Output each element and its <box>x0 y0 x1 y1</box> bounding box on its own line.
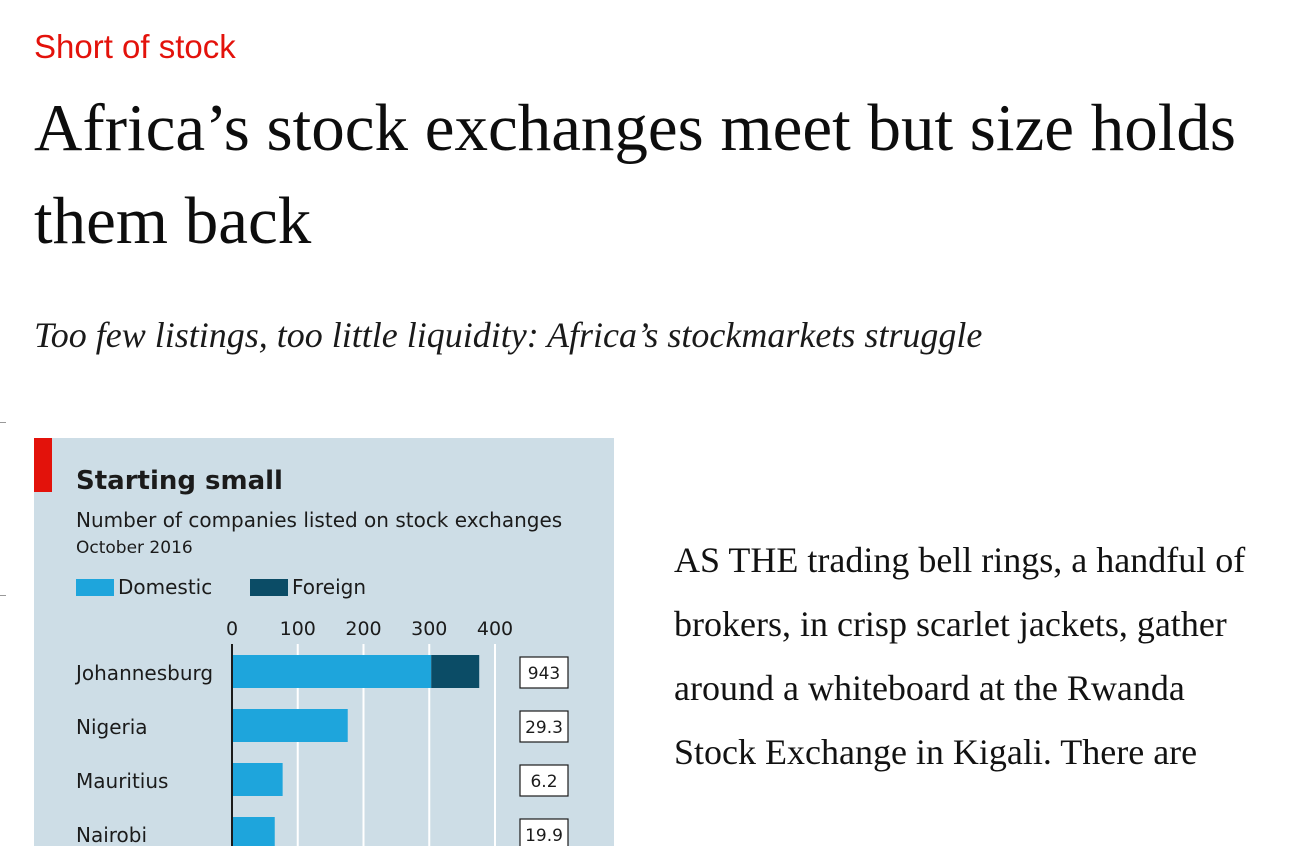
bar-domestic <box>232 817 275 846</box>
chart-title: Starting small <box>76 466 283 496</box>
margin-tick <box>0 422 6 423</box>
x-tick-label: 300 <box>411 618 447 640</box>
legend-swatch-foreign <box>250 578 288 596</box>
legend-label-foreign: Foreign <box>292 575 367 599</box>
chart-subtitle: Number of companies listed on stock exch… <box>76 508 563 532</box>
category-label: Johannesburg <box>74 661 213 685</box>
article-standfirst: Too few listings, too little liquidity: … <box>34 315 983 355</box>
bar-foreign <box>431 655 480 688</box>
value-box <box>519 656 569 689</box>
margin-tick <box>0 595 6 596</box>
legend-label-domestic: Domestic <box>118 575 213 599</box>
x-tick-label: 400 <box>477 618 513 640</box>
bar-domestic <box>232 709 348 742</box>
value-box-label: 29.3 <box>525 718 563 738</box>
value-box <box>519 818 569 846</box>
category-label: Nairobi <box>76 823 147 846</box>
value-box-label: 19.9 <box>525 826 563 846</box>
chart-panel: Starting small Number of companies liste… <box>34 438 614 846</box>
legend-swatch-domestic <box>76 578 114 596</box>
value-box <box>519 764 569 797</box>
chart-plot: 0 100 200 300 400 Johannesburg 943 Nigeria 29.3 M… <box>74 618 569 846</box>
legend-foreign: Foreign <box>250 575 366 599</box>
value-box-label: 943 <box>528 664 560 684</box>
article-kicker: Short of stock <box>34 28 236 65</box>
legend-domestic: Domestic <box>76 575 212 599</box>
chart-red-flag <box>34 438 52 492</box>
article-body: AS THE trading bell rings, a handful of … <box>674 540 1246 772</box>
x-tick-label: 200 <box>345 618 381 640</box>
value-box-label: 6.2 <box>530 772 557 792</box>
bar-domestic <box>232 655 432 688</box>
x-tick-label: 100 <box>280 618 316 640</box>
category-label: Nigeria <box>76 715 148 739</box>
bar-domestic <box>232 763 283 796</box>
chart-date: October 2016 <box>76 538 193 558</box>
article-headline: Africa’s stock exchanges meet but size h… <box>34 91 1236 258</box>
value-box <box>519 710 569 743</box>
category-label: Mauritius <box>76 769 168 793</box>
x-tick-label: 0 <box>226 618 238 640</box>
